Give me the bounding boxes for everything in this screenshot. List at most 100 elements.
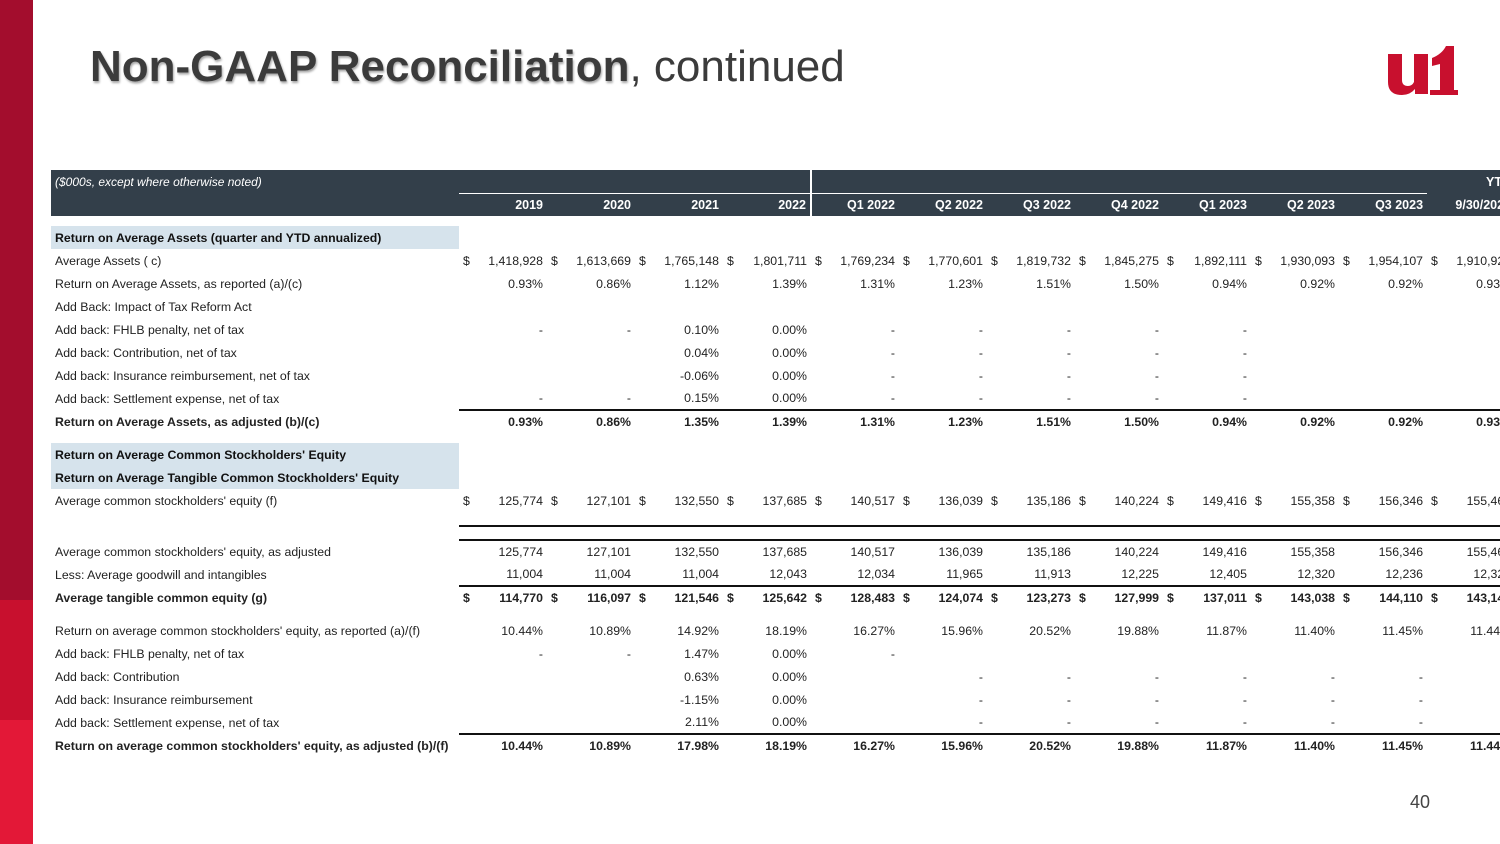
cell-value: 1.47% <box>684 646 719 661</box>
cell-value: - <box>890 368 895 383</box>
cell-value: 1,801,711 <box>753 253 807 268</box>
table-row: Add Back: Impact of Tax Reform Act <box>51 295 1500 318</box>
column-header: Q2 2022 <box>899 193 987 216</box>
cell-value: - <box>890 322 895 337</box>
currency-symbol: $ <box>991 591 998 605</box>
cell-value: 11,004 <box>506 567 543 581</box>
cell-value: - <box>1242 391 1247 405</box>
cell-value: 11.87% <box>1206 623 1247 638</box>
reconciliation-table: ($000s, except where otherwise noted) YT… <box>51 170 1500 757</box>
currency-symbol: $ <box>727 493 734 508</box>
row-label: Return on average common stockholders' e… <box>55 738 449 753</box>
cell-value: 11.45% <box>1382 623 1424 638</box>
currency-symbol: $ <box>463 253 470 268</box>
section-header-row: Return on Average Common Stockholders' E… <box>51 443 1500 466</box>
cell-value: 1,954,107 <box>1368 253 1424 268</box>
cell-value: 1.39% <box>772 276 807 291</box>
currency-symbol: $ <box>903 253 910 268</box>
column-header: Q1 2023 <box>1163 193 1251 216</box>
currency-symbol: $ <box>463 591 470 605</box>
cell-value: - <box>978 692 983 707</box>
cell-value: - <box>978 669 983 684</box>
cell-value: 114,770 <box>499 591 543 605</box>
row-label: Average tangible common equity (g) <box>55 590 268 605</box>
currency-symbol: $ <box>727 591 734 605</box>
cell-value: 132,550 <box>674 493 719 508</box>
header-row-top: ($000s, except where otherwise noted) YT… <box>51 170 1500 194</box>
cell-value: 0.86% <box>596 276 631 291</box>
currency-symbol: $ <box>639 493 646 508</box>
row-label: Less: Average goodwill and intangibles <box>55 567 267 582</box>
cell-value: - <box>1066 345 1071 360</box>
column-header: Q3 2022 <box>987 193 1075 216</box>
currency-symbol: $ <box>551 253 558 268</box>
column-header: Q1 2022 <box>810 193 899 216</box>
cell-value: 140,517 <box>850 493 895 508</box>
table-row: Return on average common stockholders' e… <box>51 733 1500 757</box>
cell-value: 144,110 <box>1379 591 1424 605</box>
cell-value: 11,004 <box>594 567 631 581</box>
cell-value: 1.31% <box>860 276 895 291</box>
cell-value: 128,483 <box>850 591 895 605</box>
cell-value: 137,685 <box>762 545 807 559</box>
cell-value: 1.39% <box>772 415 807 429</box>
cell-value: 136,039 <box>938 545 983 559</box>
cell-value: - <box>538 322 543 337</box>
cell-value: 156,346 <box>1378 545 1424 559</box>
cell-value: - <box>978 391 983 405</box>
cell-value: 11,004 <box>682 567 719 581</box>
currency-symbol: $ <box>1431 253 1438 268</box>
title-rest: , continued <box>629 42 845 91</box>
table-row: Return on Average Assets, as adjusted (b… <box>51 409 1500 433</box>
cell-value: - <box>890 391 895 405</box>
currency-symbol: $ <box>551 591 558 605</box>
cell-value: 1,770,601 <box>928 253 983 268</box>
cell-value: 12,236 <box>1385 567 1424 581</box>
cell-value: - <box>1418 715 1424 729</box>
sidebar-red-band <box>0 600 33 720</box>
cell-value: 137,011 <box>1203 591 1247 605</box>
cell-value: 11,965 <box>946 567 983 581</box>
cell-value: 10.89% <box>589 623 631 638</box>
table-row: Add back: Settlement expense, net of tax… <box>51 711 1500 734</box>
currency-symbol: $ <box>463 493 470 508</box>
header-row-columns: 2019 2020 2021 2022 Q1 2022 Q2 2022 Q3 2022 Q4 … <box>51 193 1500 216</box>
cell-value: 19.88% <box>1117 623 1159 638</box>
sidebar-dark-red-band <box>0 0 33 600</box>
ytd-label: YTD <box>1427 170 1500 193</box>
cell-value: 0.94% <box>1212 276 1247 291</box>
cell-value: - <box>1242 715 1247 729</box>
cell-value: - <box>538 646 543 661</box>
cell-value: 18.19% <box>765 739 807 753</box>
cell-value: 156,346 <box>1378 493 1424 508</box>
cell-value: 136,039 <box>938 493 983 508</box>
cell-value: 1.50% <box>1124 415 1159 429</box>
cell-value: 127,101 <box>586 545 631 559</box>
table-row: Add back: Insurance reimbursement -1.15% 0… <box>51 688 1500 711</box>
cell-value: 0.00% <box>772 692 807 707</box>
cell-value: - <box>1066 322 1071 337</box>
currency-symbol: $ <box>1167 493 1174 508</box>
cell-value: - <box>1154 391 1159 405</box>
cell-value: - <box>1154 322 1159 337</box>
cell-value: - <box>1330 669 1335 684</box>
table-row: Average tangible common equity (g) $114,7… <box>51 585 1500 609</box>
cell-value: 155,358 <box>1290 493 1335 508</box>
cell-value: 10.44% <box>501 623 543 638</box>
cell-value: 11.40% <box>1294 623 1335 638</box>
cell-value: 149,416 <box>1202 493 1247 508</box>
row-label: Add back: Settlement expense, net of tax <box>55 391 280 406</box>
currency-symbol: $ <box>903 493 910 508</box>
cell-value: 0.00% <box>772 322 807 337</box>
cell-value: - <box>538 391 543 405</box>
currency-symbol: $ <box>1343 253 1350 268</box>
cell-value: 1.12% <box>684 276 719 291</box>
cell-value: 140,224 <box>1114 493 1159 508</box>
cell-value: -1.15% <box>680 692 719 707</box>
column-header: Q3 2023 <box>1339 193 1428 216</box>
currency-symbol: $ <box>1255 591 1262 605</box>
cell-value: 12,320 <box>1473 567 1500 581</box>
column-header: 2020 <box>547 193 635 216</box>
currency-symbol: $ <box>815 591 822 605</box>
table-row: Add back: Insurance reimbursement, net o… <box>51 364 1500 387</box>
